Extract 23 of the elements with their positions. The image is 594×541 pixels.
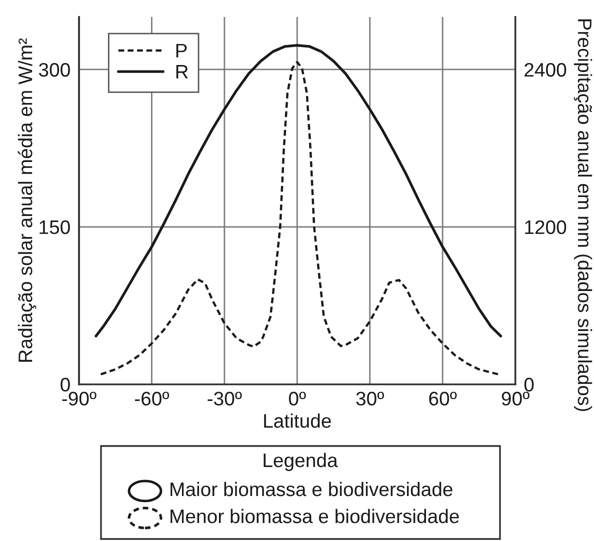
y2-axis-title: Precipitação anual em mm (dados simulados) [574,19,592,412]
y2-tick-label: 2400 [524,62,566,77]
x-tick-label: -30º [208,392,242,406]
legend-label: P [176,44,187,58]
x-tick-label: 30º [356,392,384,406]
x-tick-label: 60º [429,392,457,406]
text: Legenda [264,452,338,472]
y2-tick-label: 1200 [525,220,566,234]
y-tick-label: 150 [40,220,70,234]
x-tick-label: -90º [62,392,96,406]
line-series [100,61,500,376]
legend-label: R [176,65,188,78]
y2-tick-label: 0 [524,378,534,392]
y-tick-label: 300 [38,62,70,77]
x-tick-label: -60º [134,392,170,406]
y-tick-label: 0 [60,378,70,392]
line-series [94,44,502,338]
text: Menor biomassa e biodiversidade [170,508,459,524]
y-axis-title: Radiação solar anual média em W/m² [18,38,36,362]
x-tick-label: 90º [502,392,530,406]
text: Maior biomassa e biodiversidade [170,482,452,496]
x-tick-label: 0º [288,392,306,406]
x-axis-title: Latitude [264,414,331,428]
